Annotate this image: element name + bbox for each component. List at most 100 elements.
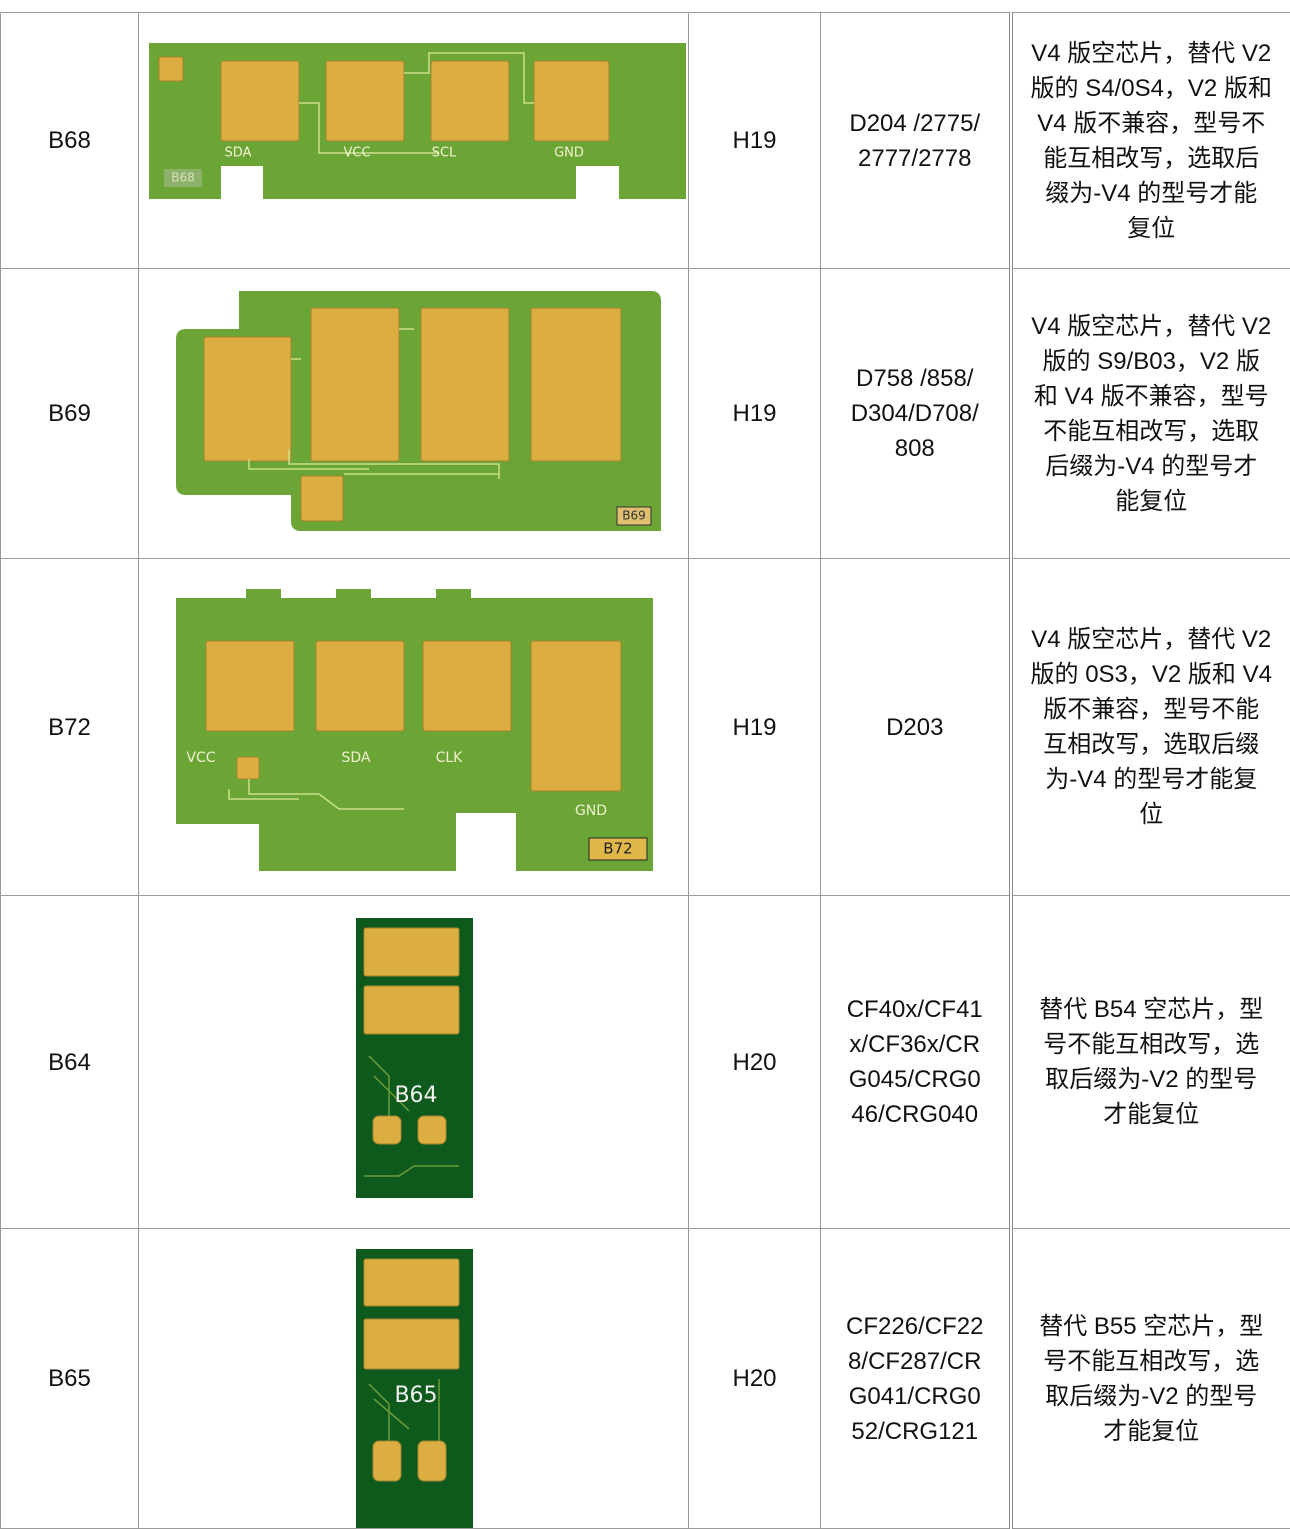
- chip-label: SCL: [432, 146, 457, 161]
- pad: [301, 476, 343, 521]
- printers-cell: D758 /858/D304/D708/808: [821, 269, 1011, 559]
- chip-cell: H20: [689, 1229, 821, 1529]
- note-line: 号不能互相改写，选: [1017, 1027, 1287, 1062]
- chip-label: GND: [575, 803, 607, 819]
- pad: [534, 61, 609, 141]
- note-line: 版不兼容，型号不能: [1017, 692, 1287, 727]
- pad: [221, 61, 299, 141]
- image-cell: VCC SDA CLK GND B72: [139, 559, 689, 896]
- printer-line: D204 /2775/: [821, 106, 1009, 141]
- pad: [373, 1441, 401, 1481]
- chip: H20: [732, 1365, 776, 1392]
- chip-label: SDA: [225, 146, 252, 161]
- model: B68: [48, 127, 91, 154]
- note-line: 替代 B55 空芯片，型: [1017, 1309, 1287, 1344]
- note-line: 版的 S9/B03，V2 版: [1017, 344, 1287, 379]
- note-line: V4 版不兼容，型号不: [1017, 106, 1287, 141]
- printer-line: 808: [821, 431, 1009, 466]
- notch: [221, 166, 263, 200]
- chip: H19: [732, 400, 776, 427]
- printer-line: D758 /858/: [821, 361, 1009, 396]
- model: B65: [48, 1365, 91, 1392]
- printer-line: x/CF36x/CR: [821, 1027, 1009, 1062]
- printer-line: CF40x/CF41: [821, 992, 1009, 1027]
- chip-label: B69: [622, 509, 646, 523]
- note-line: V4 版空芯片，替代 V2: [1017, 622, 1287, 657]
- table-wrap: B68 SDA VCC SCL GND B68 H19 D204 /2775/2777/277…: [0, 12, 1290, 1529]
- chip-image: SDA VCC SCL GND B68: [139, 13, 689, 268]
- pad: [418, 1116, 446, 1144]
- printer-line: 46/CRG040: [821, 1097, 1009, 1132]
- note-line: 互相改写，选取后缀: [1017, 727, 1287, 762]
- printer-line: 2777/2778: [821, 141, 1009, 176]
- pad: [431, 61, 509, 141]
- note-line: 不能互相改写，选取: [1017, 414, 1287, 449]
- notch: [576, 166, 619, 200]
- printer-line: CF226/CF22: [821, 1309, 1009, 1344]
- chip-label: VCC: [343, 146, 370, 161]
- chip-cell: H19: [689, 13, 821, 269]
- chip-image: B65: [139, 1229, 689, 1528]
- pad: [373, 1116, 401, 1144]
- chip-image: B69: [139, 269, 689, 558]
- printer-line: D304/D708/: [821, 396, 1009, 431]
- image-cell: B65: [139, 1229, 689, 1529]
- chip-cell: H20: [689, 896, 821, 1229]
- notes-cell: 替代 B55 空芯片，型号不能互相改写，选取后缀为-V2 的型号才能复位: [1011, 1229, 1290, 1529]
- pad: [364, 928, 459, 976]
- pad: [159, 57, 183, 81]
- note-line: 复位: [1017, 211, 1287, 246]
- note-line: 取后缀为-V2 的型号: [1017, 1379, 1287, 1414]
- chip-label: GND: [554, 146, 584, 161]
- pad: [206, 641, 294, 731]
- note-line: 号不能互相改写，选: [1017, 1344, 1287, 1379]
- model-cell: B69: [1, 269, 139, 559]
- chip: H19: [732, 714, 776, 741]
- notes-cell: 替代 B54 空芯片，型号不能互相改写，选取后缀为-V2 的型号才能复位: [1011, 896, 1290, 1229]
- printer-line: G041/CRG0: [821, 1379, 1009, 1414]
- note-line: 才能复位: [1017, 1414, 1287, 1449]
- model-cell: B72: [1, 559, 139, 896]
- model-cell: B65: [1, 1229, 139, 1529]
- chip-label: SDA: [342, 750, 371, 766]
- note-line: 取后缀为-V2 的型号: [1017, 1062, 1287, 1097]
- pad: [364, 986, 459, 1034]
- table-row: B68 SDA VCC SCL GND B68 H19 D204 /2775/2777/277…: [1, 13, 1290, 269]
- chip-cell: H19: [689, 269, 821, 559]
- model: B64: [48, 1049, 91, 1076]
- chip-label: CLK: [436, 750, 464, 766]
- chip-label: B72: [603, 840, 632, 858]
- chip-image: B64: [139, 896, 689, 1228]
- pad: [418, 1441, 446, 1481]
- note-line: V4 版空芯片，替代 V2: [1017, 36, 1287, 71]
- note-line: 版的 S4/0S4，V2 版和: [1017, 71, 1287, 106]
- chip-label: B68: [171, 171, 195, 185]
- pad: [423, 641, 511, 731]
- chip: H19: [732, 127, 776, 154]
- note-line: 位: [1017, 797, 1287, 832]
- chip-label: VCC: [186, 750, 215, 766]
- chip-label: B64: [394, 1083, 437, 1108]
- printer-line: 8/CF287/CR: [821, 1344, 1009, 1379]
- note-line: 和 V4 版不兼容，型号: [1017, 379, 1287, 414]
- pad: [364, 1319, 459, 1369]
- note-line: 能复位: [1017, 484, 1287, 519]
- note-line: 后缀为-V4 的型号才: [1017, 449, 1287, 484]
- chip-cell: H19: [689, 559, 821, 896]
- printer-line: 52/CRG121: [821, 1414, 1009, 1449]
- chip: H20: [732, 1049, 776, 1076]
- note-line: 能互相改写，选取后: [1017, 141, 1287, 176]
- printer-line: D203: [821, 710, 1009, 745]
- chip-table: B68 SDA VCC SCL GND B68 H19 D204 /2775/2777/277…: [0, 12, 1290, 1529]
- pad: [531, 641, 621, 791]
- image-cell: B64: [139, 896, 689, 1229]
- note-line: 为-V4 的型号才能复: [1017, 762, 1287, 797]
